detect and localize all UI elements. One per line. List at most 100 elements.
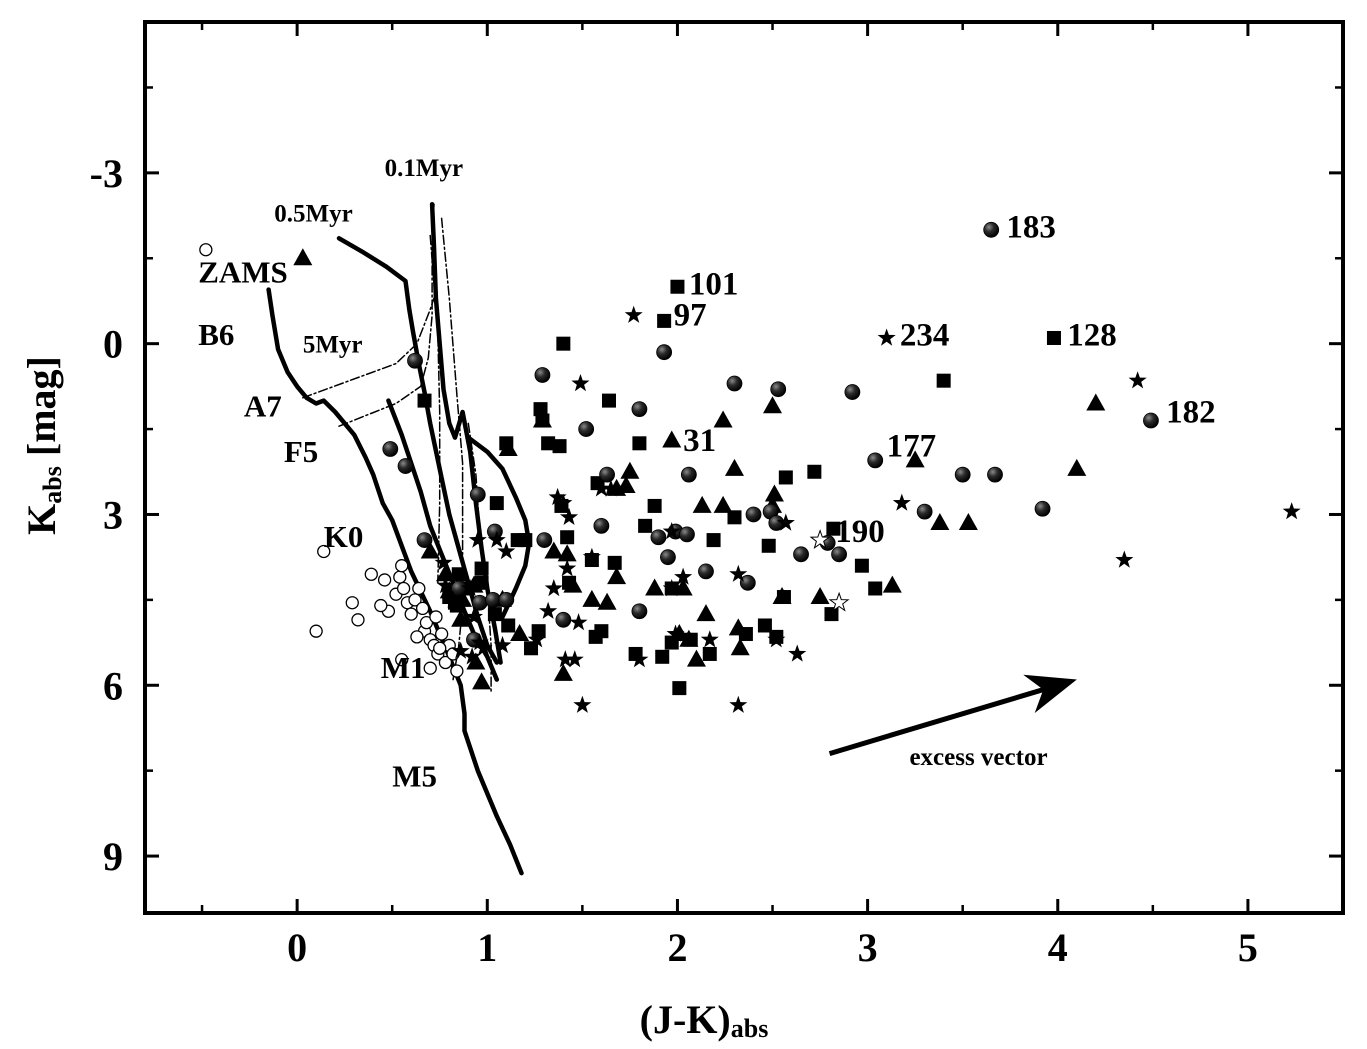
star-point: [539, 601, 558, 619]
point-label: 31: [683, 423, 716, 459]
square-point: [1046, 330, 1061, 345]
square-point: [560, 530, 575, 545]
line-iso-extra: [466, 435, 532, 620]
sphere-point: [471, 594, 488, 611]
star-point: [569, 613, 588, 631]
sphere-point: [867, 452, 884, 469]
triangle-point: [532, 410, 552, 428]
square-point: [647, 498, 662, 513]
open-circle-point: [423, 661, 437, 675]
curve-label: M1: [381, 650, 426, 685]
open-circle-point: [433, 641, 447, 655]
square-point: [632, 436, 647, 451]
open-circle-point: [415, 601, 430, 616]
x-tick-label: 1: [477, 925, 497, 970]
sphere-point: [680, 466, 697, 483]
square-point: [487, 607, 502, 622]
sphere-point: [987, 466, 1003, 483]
x-tick-label: 0: [287, 925, 307, 970]
square-point: [778, 470, 793, 485]
sphere-point: [831, 546, 847, 563]
triangle-point: [616, 476, 636, 494]
triangle-point: [451, 609, 471, 627]
curve-label: M5: [392, 758, 437, 793]
star-point: [729, 695, 748, 713]
square-point: [556, 336, 571, 351]
star-point: [474, 638, 493, 656]
star-point: [674, 567, 693, 585]
square-point: [657, 313, 672, 328]
open-circle-point: [438, 655, 453, 670]
star-point: [461, 579, 480, 597]
triangle-point: [728, 618, 748, 636]
square-point: [936, 373, 951, 388]
star-point: [565, 650, 584, 668]
square-point: [670, 279, 685, 294]
open-circle-point: [345, 596, 359, 610]
curve-label: B6: [198, 317, 234, 352]
triangle-point: [673, 578, 693, 596]
triangle-point: [582, 589, 602, 607]
square-point: [655, 649, 670, 664]
triangle-point: [435, 564, 455, 582]
sphere-point: [698, 563, 714, 580]
triangle-point: [510, 624, 530, 642]
star-point: [470, 633, 489, 651]
open-circle-point: [395, 559, 409, 573]
open-circle-point: [429, 610, 443, 624]
sphere-point: [844, 384, 861, 400]
sphere-point: [534, 367, 551, 383]
x-axis-label: (J-K)abs: [640, 997, 769, 1043]
square-point: [807, 464, 822, 479]
star-point: [554, 493, 573, 511]
triangle-point: [620, 461, 640, 479]
star-point: [544, 579, 563, 597]
triangle-point: [713, 495, 733, 513]
sphere-point: [599, 466, 615, 483]
star-point: [624, 305, 643, 323]
y-tick-label: 9: [103, 834, 123, 879]
point-label: 234: [900, 318, 950, 354]
triangle-point: [810, 587, 830, 605]
triangle-point: [607, 567, 627, 585]
triangle-point: [763, 396, 783, 414]
star-point: [601, 479, 620, 497]
square-point: [826, 521, 841, 536]
triangle-point: [958, 513, 978, 531]
open-star-point: [828, 591, 850, 612]
star-point: [444, 590, 463, 608]
star-point: [464, 607, 483, 625]
star-point: [436, 576, 455, 594]
star-point: [1128, 371, 1147, 389]
point-label: 190: [835, 514, 885, 550]
point-label: 128: [1067, 318, 1117, 354]
sphere-point: [656, 344, 673, 361]
open-circle-point: [309, 624, 323, 638]
star-point: [877, 328, 896, 346]
x-tick-label: 2: [667, 925, 687, 970]
star-point: [548, 487, 567, 506]
square-point: [854, 558, 869, 573]
y-tick-label: 6: [103, 663, 123, 708]
triangle-point: [544, 541, 564, 559]
square-point: [757, 618, 772, 633]
star-point: [776, 513, 795, 531]
sphere-point: [469, 486, 486, 503]
sphere-point: [726, 375, 743, 392]
star-point: [573, 695, 592, 713]
triangle-point: [930, 513, 950, 531]
star-point: [592, 479, 611, 497]
curve-label: A7: [244, 388, 282, 423]
triangle-point: [772, 587, 792, 605]
star-point: [571, 374, 590, 392]
open-circle-point: [434, 627, 449, 641]
isochrone-lines: [266, 201, 532, 876]
square-point: [489, 496, 504, 511]
triangle-point: [686, 649, 706, 667]
triangle-point: [696, 604, 716, 622]
sphere-point: [578, 421, 595, 437]
point-label: 101: [689, 266, 739, 302]
line-track-d: [440, 217, 464, 681]
square-point: [541, 436, 556, 451]
triangle-point: [730, 638, 750, 656]
